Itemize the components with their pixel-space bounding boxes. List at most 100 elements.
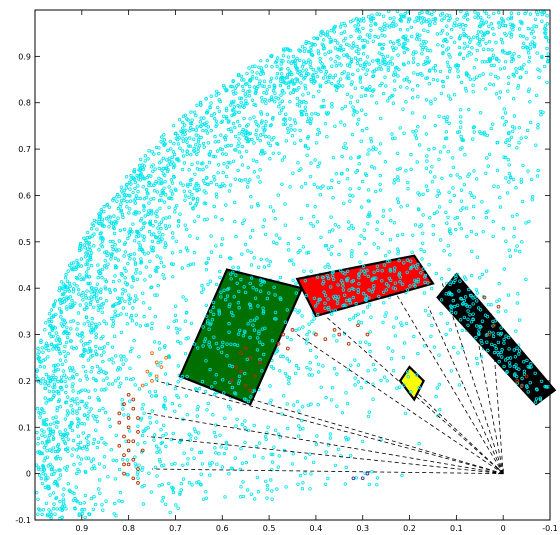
scatter-point <box>133 186 137 191</box>
scatter-point <box>130 319 135 323</box>
scatter-point <box>452 193 456 198</box>
scatter-point <box>281 47 286 51</box>
scatter-point <box>533 17 538 22</box>
scatter-point <box>186 263 190 268</box>
scatter-point <box>376 58 380 62</box>
scatter-point <box>164 158 169 162</box>
scatter-point <box>243 425 247 430</box>
scatter-point <box>360 38 365 43</box>
scatter-point <box>128 187 132 191</box>
scatter-point <box>98 296 103 301</box>
scatter-point <box>361 26 365 31</box>
scatter-point <box>517 140 521 145</box>
near-point <box>356 323 360 328</box>
scatter-point <box>524 221 528 225</box>
scatter-point <box>99 210 103 214</box>
scatter-point <box>361 66 365 71</box>
scatter-point <box>259 59 263 63</box>
scatter-point <box>364 340 368 344</box>
scatter-point <box>120 296 124 301</box>
scatter-point <box>201 128 205 133</box>
scatter-point <box>269 54 274 59</box>
scatter-point <box>368 85 372 89</box>
scatter-point <box>159 464 164 468</box>
scatter-point <box>359 234 363 238</box>
near-point <box>346 341 351 346</box>
scatter-point <box>285 357 289 361</box>
scatter-point <box>473 15 477 19</box>
scatter-point <box>89 325 94 330</box>
scatter-point <box>221 182 225 186</box>
scatter-point <box>459 296 463 301</box>
scatter-point <box>378 188 383 192</box>
scatter-point <box>515 146 519 150</box>
scatter-point <box>413 223 418 227</box>
scatter-point <box>167 354 171 358</box>
scatter-point <box>239 96 244 100</box>
scatter-point <box>360 108 364 112</box>
scatter-point <box>173 187 177 191</box>
scatter-point <box>204 359 208 363</box>
scatter-point <box>68 284 72 288</box>
scatter-point <box>388 40 393 44</box>
scatter-point <box>366 188 371 192</box>
scatter-point <box>113 219 117 224</box>
scatter-point <box>55 408 59 413</box>
near-point <box>126 439 131 444</box>
scatter-point <box>58 358 63 362</box>
scatter-point <box>291 171 295 175</box>
scatter-point <box>339 31 344 36</box>
scatter-point <box>195 167 200 171</box>
scatter-point <box>250 137 254 142</box>
scatter-point <box>87 410 91 414</box>
scatter-point <box>201 287 206 291</box>
scatter-point <box>330 178 334 183</box>
scatter-point <box>107 358 111 362</box>
scatter-point <box>134 271 138 275</box>
scatter-point <box>538 69 542 73</box>
scatter-point <box>229 277 233 281</box>
scatter-point <box>457 45 462 50</box>
scatter-point <box>324 395 328 400</box>
scatter-point <box>354 476 359 480</box>
scatter-point <box>484 269 489 273</box>
scatter-point <box>184 137 188 141</box>
scatter-point <box>427 147 431 152</box>
scatter-point <box>76 311 81 315</box>
scatter-point <box>325 273 329 278</box>
scatter-point <box>196 140 201 144</box>
scatter-point <box>458 108 463 112</box>
scatter-point <box>367 482 371 487</box>
scatter-point <box>122 227 127 232</box>
scatter-point <box>97 408 102 413</box>
scatter-point <box>186 182 190 187</box>
scatter-point <box>82 347 86 352</box>
scatter-point <box>303 144 308 149</box>
scatter-point <box>462 27 466 32</box>
scatter-point <box>341 281 345 285</box>
scatter-point <box>271 366 275 371</box>
scatter-point <box>119 330 124 335</box>
scatter-point <box>305 119 310 124</box>
scatter-point <box>424 98 429 102</box>
scatter-point <box>167 185 171 189</box>
scatter-point <box>201 344 205 348</box>
scatter-point <box>224 446 228 450</box>
scatter-point <box>106 341 110 346</box>
dashed-ray <box>427 306 504 474</box>
scatter-point <box>86 266 91 271</box>
scatter-point <box>402 341 407 345</box>
scatter-point <box>389 218 393 223</box>
scatter-point <box>174 319 179 323</box>
scatter-point <box>159 178 163 182</box>
scatter-point <box>75 411 79 415</box>
scatter-point <box>532 43 536 48</box>
scatter-point <box>451 186 455 190</box>
scatter-point <box>241 104 245 108</box>
scatter-point <box>320 65 325 70</box>
scatter-point <box>280 108 284 112</box>
scatter-point <box>402 50 407 55</box>
scatter-point <box>375 58 379 62</box>
scatter-point <box>103 264 107 268</box>
scatter-point <box>325 30 330 34</box>
